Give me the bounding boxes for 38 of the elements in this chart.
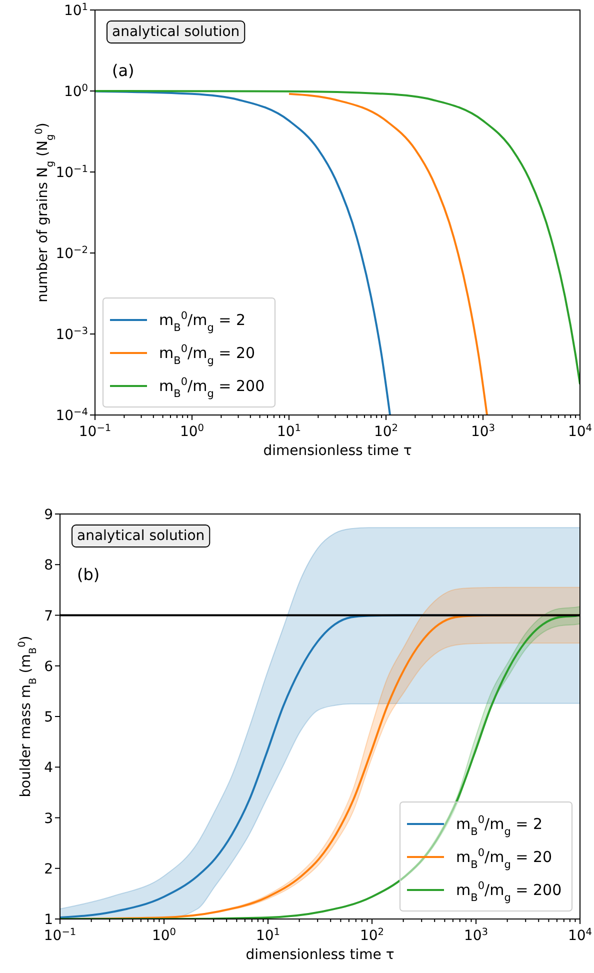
- x-tick-label: 10$^{−1}$: [78, 422, 112, 440]
- y-tick-label: 10$^{−2}$: [56, 244, 88, 262]
- legend-label: m$_{B}$$^{0}$/m$_{g}$ = 200: [159, 376, 265, 400]
- y-tick-label: 1: [44, 912, 53, 928]
- y-tick-label: 6: [44, 658, 54, 675]
- y-tick-label: 2: [44, 861, 53, 878]
- legend-label: m$_{B}$$^{0}$/m$_{g}$ = 200: [456, 880, 562, 904]
- y-tick-label: 10$^{1}$: [64, 2, 88, 19]
- x-tick-label: 10$^{4}$: [568, 926, 592, 944]
- y-tick-label: 10$^{−1}$: [56, 164, 88, 181]
- x-tick-label: 10$^{1}$: [276, 422, 302, 440]
- x-tick-label: 10$^{3}$: [464, 926, 488, 944]
- x-axis-title: dimensionless time τ: [246, 947, 394, 963]
- y-tick-label: 8: [44, 558, 53, 574]
- y-tick-label: 10$^{0}$: [64, 82, 88, 100]
- x-tick-label: 10$^{0}$: [180, 422, 204, 440]
- x-tick-label: 10$^{1}$: [256, 926, 280, 944]
- annotation: (a): [112, 61, 134, 80]
- y-tick-label: 3: [44, 810, 53, 827]
- legend-label: m$_{B}$$^{0}$/m$_{g}$ = 20: [159, 343, 256, 367]
- x-tick-label: 10$^{3}$: [470, 422, 496, 440]
- x-tick-label: 10$^{2}$: [360, 926, 384, 944]
- y-tick-label: 9: [44, 507, 53, 523]
- y-tick-label: 5: [44, 710, 53, 726]
- y-tick-label: 10$^{−4}$: [56, 406, 88, 424]
- legend-label: m$_{B}$$^{0}$/m$_{g}$ = 20: [456, 847, 552, 871]
- annotation: analytical solution: [112, 24, 240, 40]
- x-tick-label: 10$^{2}$: [374, 422, 398, 440]
- legend-label: m$_{B}$$^{0}$/m$_{g}$ = 2: [456, 814, 543, 838]
- x-axis-title: dimensionless time τ: [263, 443, 412, 459]
- y-tick-label: 10$^{−3}$: [56, 326, 88, 343]
- x-tick-label: 10$^{4}$: [568, 422, 592, 440]
- annotation: analytical solution: [77, 528, 205, 544]
- x-tick-label: 10$^{0}$: [152, 926, 176, 944]
- y-tick-label: 4: [44, 760, 54, 776]
- y-tick-label: 7: [44, 608, 53, 624]
- annotation: (b): [77, 565, 100, 584]
- legend-label: m$_{B}$$^{0}$/m$_{g}$ = 2: [159, 310, 246, 334]
